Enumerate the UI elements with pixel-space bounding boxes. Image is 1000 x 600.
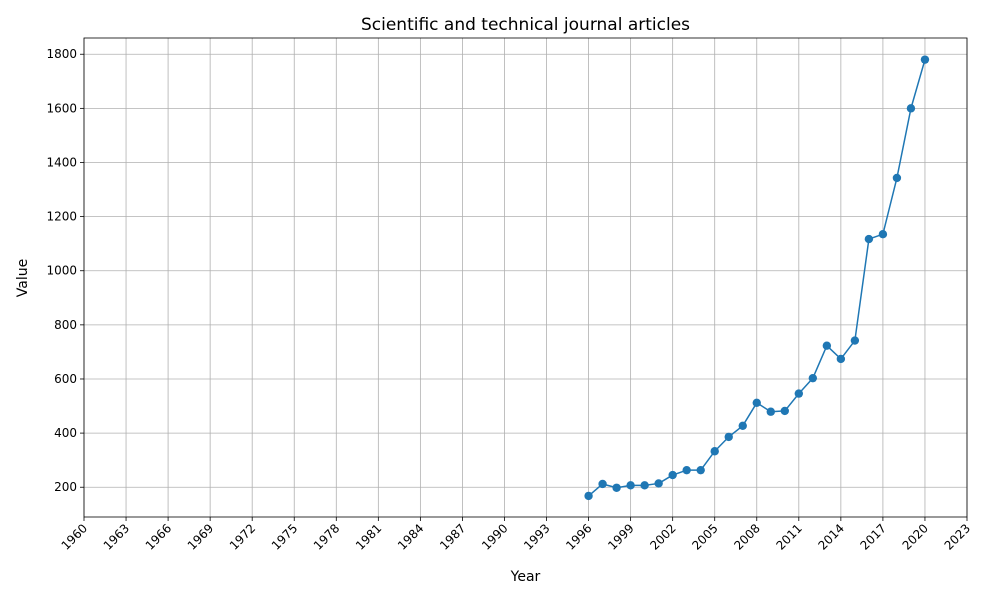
data-point xyxy=(682,465,691,475)
data-point xyxy=(766,407,775,416)
data-point xyxy=(710,447,719,456)
data-point xyxy=(780,406,789,416)
tick-labels: 1960 1963 1966 1969 1972 1975 1978 1981 1984 1987… xyxy=(46,47,973,552)
data-point xyxy=(920,55,930,64)
data-point xyxy=(864,234,874,244)
plot-frame xyxy=(83,37,968,518)
y-tick-label: 600 xyxy=(54,372,77,386)
data-point xyxy=(906,104,916,113)
x-tick-label: 1987 xyxy=(437,521,468,552)
y-tick-label: 400 xyxy=(54,426,77,440)
x-tick-label: 2005 xyxy=(689,521,720,552)
y-tick-label: 1800 xyxy=(46,47,77,61)
y-tick-label: 200 xyxy=(54,480,77,494)
x-tick-label: 1963 xyxy=(101,521,132,552)
x-axis-title: Year xyxy=(510,569,541,585)
data-point xyxy=(822,341,832,350)
data-point xyxy=(892,173,902,183)
x-tick-label: 1996 xyxy=(563,521,594,552)
x-tick-label: 2008 xyxy=(731,521,762,552)
x-tick-label: 2014 xyxy=(815,521,846,552)
y-tick-label: 1600 xyxy=(46,101,77,115)
x-tick-label: 1981 xyxy=(353,521,384,552)
x-tick-label: 2020 xyxy=(900,521,931,552)
axes xyxy=(80,37,968,521)
y-tick-label: 1200 xyxy=(46,210,77,224)
data-point xyxy=(654,479,663,488)
data-point xyxy=(850,336,860,345)
x-tick-label: 1960 xyxy=(59,521,90,552)
y-tick-label: 1400 xyxy=(46,155,77,169)
x-tick-label: 1972 xyxy=(227,521,258,552)
x-tick-label: 1969 xyxy=(185,521,216,552)
data-point xyxy=(640,481,649,490)
y-tick-label: 1000 xyxy=(46,264,77,278)
x-tick-label: 1966 xyxy=(143,521,174,552)
data-point xyxy=(598,479,607,489)
y-tick-label: 800 xyxy=(54,318,77,332)
x-tick-label: 1999 xyxy=(605,521,636,552)
data-point xyxy=(794,389,804,398)
data-point xyxy=(752,398,761,407)
x-tick-label: 1990 xyxy=(479,521,510,552)
x-tick-label: 2023 xyxy=(942,521,973,552)
data-point xyxy=(612,483,621,492)
data-point xyxy=(584,491,593,501)
x-tick-label: 2002 xyxy=(647,521,678,552)
x-tick-label: 1984 xyxy=(395,521,426,552)
data-point xyxy=(696,465,705,475)
data-point xyxy=(836,354,846,364)
x-tick-label: 1975 xyxy=(269,521,300,552)
data-point xyxy=(668,470,677,480)
data-point xyxy=(724,432,733,442)
data-point xyxy=(738,421,747,431)
chart-title: Scientific and technical journal article… xyxy=(361,15,690,35)
grid xyxy=(83,38,968,517)
x-tick-label: 2017 xyxy=(858,521,889,552)
data-point xyxy=(878,230,888,239)
data-point xyxy=(808,373,818,383)
x-tick-label: 1993 xyxy=(521,521,552,552)
x-tick-label: 1978 xyxy=(311,521,342,552)
data-point xyxy=(626,481,635,490)
series xyxy=(584,55,930,501)
y-axis-title: Value xyxy=(15,259,31,297)
x-tick-label: 2011 xyxy=(773,521,804,552)
